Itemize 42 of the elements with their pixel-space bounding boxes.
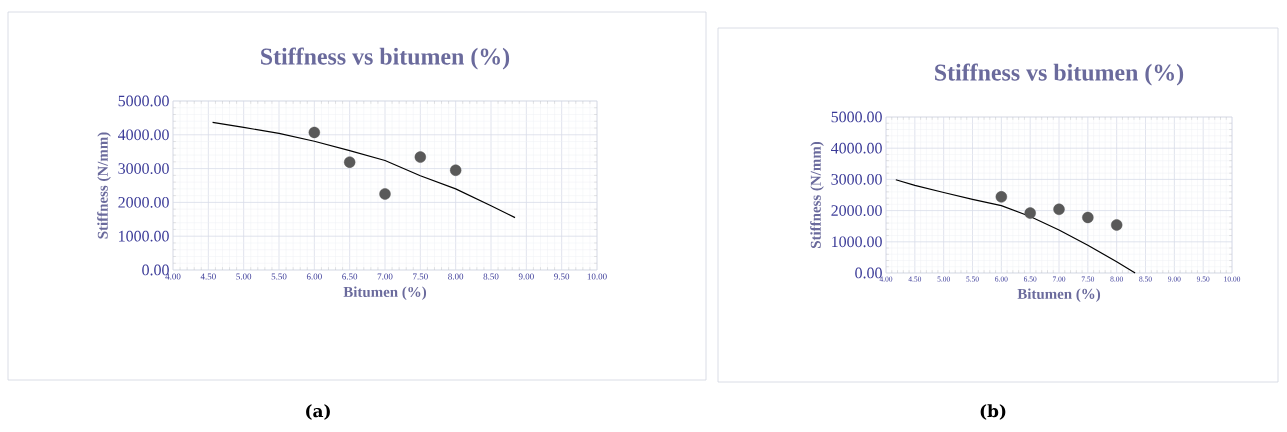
point xyxy=(343,156,356,168)
point xyxy=(1024,207,1036,219)
point xyxy=(995,191,1008,203)
x-tick-label: 5.00 xyxy=(236,273,252,280)
x-tick-label: 10.00 xyxy=(587,273,607,280)
text: (b) xyxy=(980,404,1006,420)
point xyxy=(308,126,321,139)
y-axis-title: Stiffness (N/mm) xyxy=(810,141,824,248)
y-tick-label: 4000.00 xyxy=(831,142,882,154)
point xyxy=(1053,203,1065,216)
x-tick-label: 7.50 xyxy=(413,273,428,280)
point xyxy=(379,188,391,200)
y-axis-title: Stiffness (N/mm) xyxy=(97,132,111,239)
y-tick-label: 3000.00 xyxy=(118,163,169,174)
chart-title: Stiffness vs bitumen (%) xyxy=(935,63,1184,86)
y-tick-label: 1000.00 xyxy=(119,230,169,242)
chart-title: Stiffness vs bitumen (%) xyxy=(261,47,510,70)
y-tick-label: 3000.00 xyxy=(831,174,882,185)
y-tick-label: 2000.00 xyxy=(118,196,169,208)
x-tick-label: 8.00 xyxy=(448,273,464,280)
x-tick-label: 6.00 xyxy=(306,273,322,280)
x-tick-label: 5.50 xyxy=(271,273,287,280)
y-tick-label: 5000.00 xyxy=(118,95,169,107)
x-tick-label: 9.00 xyxy=(518,273,534,280)
point xyxy=(1082,211,1094,224)
y-tick-label: 5000.00 xyxy=(831,111,882,123)
y-tick-label: 4000.00 xyxy=(117,129,169,141)
y-tick-label: 1000.00 xyxy=(832,236,882,248)
x-tick-label: 4.50 xyxy=(200,273,216,280)
text: (a) xyxy=(306,404,330,420)
point xyxy=(449,164,462,176)
x-tick-label: 6.50 xyxy=(342,273,358,280)
point xyxy=(414,151,427,163)
y-tick-label: 2000.00 xyxy=(831,205,882,217)
x-tick-label: 8.50 xyxy=(483,273,499,280)
x-axis-title: Bitumen (%) xyxy=(1017,288,1101,302)
line-series xyxy=(211,121,516,219)
x-tick-label: 7.00 xyxy=(377,273,393,280)
line-series xyxy=(895,179,1136,274)
point xyxy=(1110,219,1123,231)
x-tick-label: 9.50 xyxy=(554,273,570,280)
x-axis-title: Bitumen (%) xyxy=(343,286,427,300)
